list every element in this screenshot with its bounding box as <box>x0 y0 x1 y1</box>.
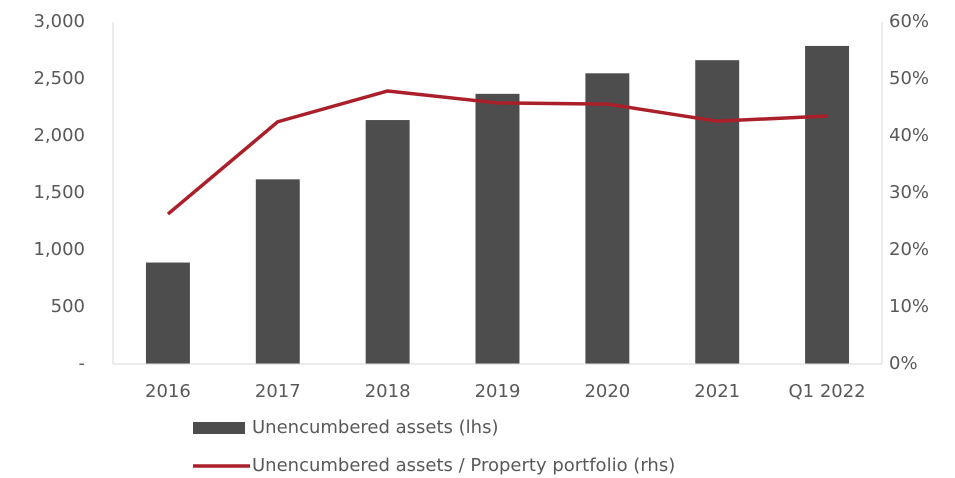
x-tick-label: Q1 2022 <box>788 381 865 402</box>
y2-tick-label: 40% <box>889 125 929 146</box>
y-tick-label: - <box>79 353 86 374</box>
bar <box>585 73 630 365</box>
bar <box>695 60 740 364</box>
bar <box>475 93 520 364</box>
bar <box>255 179 300 364</box>
y-tick-label: 2,500 <box>33 68 85 89</box>
x-tick-label: 2020 <box>584 381 630 402</box>
x-tick-label: 2017 <box>255 381 301 402</box>
y2-tick-label: 20% <box>889 239 929 260</box>
bar <box>805 45 850 364</box>
y2-tick-label: 10% <box>889 296 929 317</box>
y-tick-label: 1,500 <box>33 182 85 203</box>
y-tick-label: 1,000 <box>33 239 85 260</box>
bar <box>365 120 410 364</box>
y2-tick-label: 60% <box>889 11 929 32</box>
bar <box>145 262 190 364</box>
x-tick-label: 2016 <box>145 381 191 402</box>
legend-label: Unencumbered assets / Property portfolio… <box>252 455 675 476</box>
line <box>166 89 828 216</box>
y2-tick-label: 50% <box>889 68 929 89</box>
y-tick-label: 3,000 <box>33 11 85 32</box>
x-tick-label: 2018 <box>365 381 411 402</box>
y2-tick-label: 30% <box>889 182 929 203</box>
x-tick-label: 2021 <box>694 381 740 402</box>
y-tick-label: 2,000 <box>33 125 85 146</box>
y-tick-label: 500 <box>51 296 85 317</box>
x-tick-label: 2019 <box>475 381 521 402</box>
legend-label: Unencumbered assets (lhs) <box>252 417 498 438</box>
y2-tick-label: 0% <box>889 353 918 374</box>
legend-swatch <box>193 422 245 434</box>
